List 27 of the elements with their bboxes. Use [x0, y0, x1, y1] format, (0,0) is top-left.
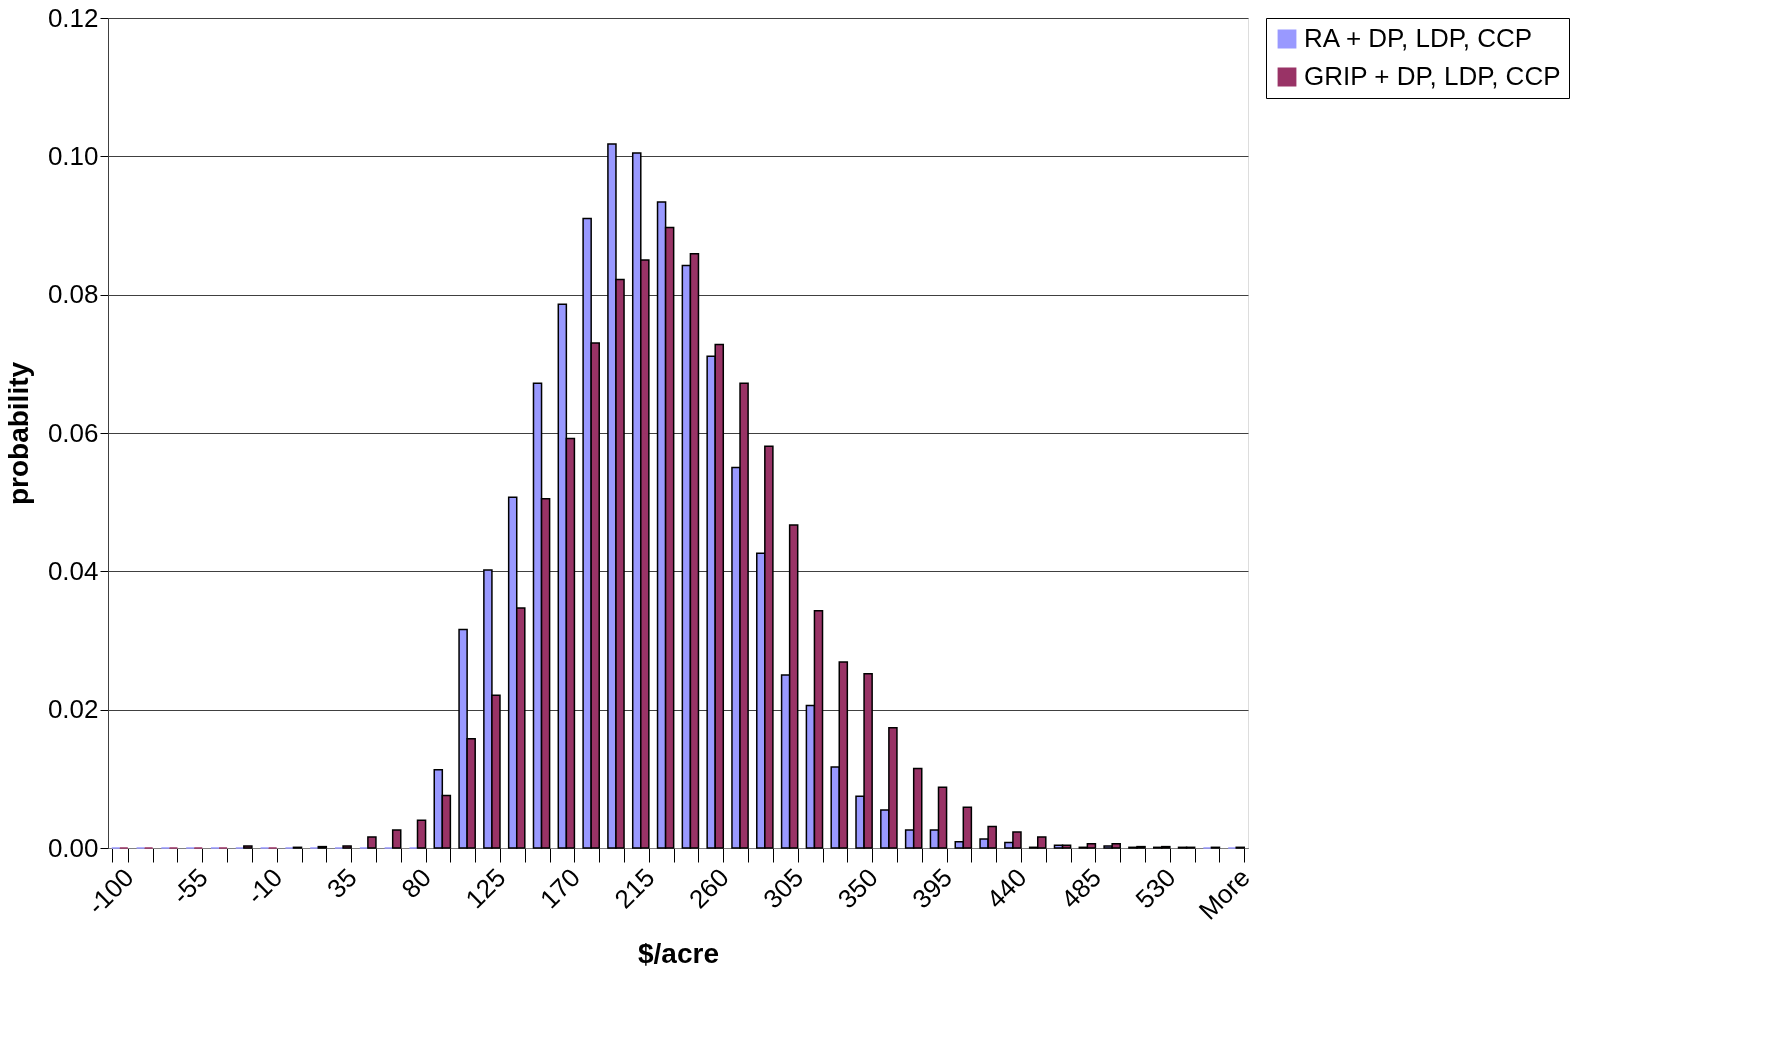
x-tick-label: 305	[757, 862, 810, 915]
y-tick-label: 0.06	[47, 417, 99, 448]
x-tick-label: 35	[321, 862, 363, 905]
bar	[416, 819, 427, 849]
x-tick-label: 215	[608, 862, 661, 915]
x-tick-label: 125	[459, 862, 512, 915]
x-tick-label: -10	[240, 862, 289, 911]
y-tick-label: 0.00	[47, 832, 99, 863]
x-tick-label: 395	[906, 862, 959, 915]
x-axis-title: $/acre	[638, 937, 719, 969]
y-tick-label: 0.04	[47, 555, 99, 586]
x-tick-label: 485	[1055, 862, 1107, 915]
y-tick-label: 0.02	[47, 694, 99, 725]
x-tick-label: 260	[682, 862, 735, 915]
legend-label: GRIP + DP, LDP, CCP	[1304, 61, 1561, 91]
x-tick-label: 170	[534, 862, 586, 915]
x-tick-label: 80	[395, 862, 438, 905]
y-tick-label: 0.12	[47, 2, 99, 33]
y-axis-title: probability	[2, 361, 34, 506]
legend-label: RA + DP, LDP, CCP	[1304, 23, 1533, 53]
x-tick-label: 440	[980, 862, 1033, 915]
y-tick-label: 0.08	[47, 279, 99, 310]
x-tick-label: 530	[1129, 862, 1182, 915]
x-tick-label: -55	[166, 862, 214, 911]
y-tick-label: 0.10	[47, 140, 99, 171]
x-tick-label: 350	[831, 862, 884, 915]
x-tick-label: -100	[81, 862, 140, 921]
